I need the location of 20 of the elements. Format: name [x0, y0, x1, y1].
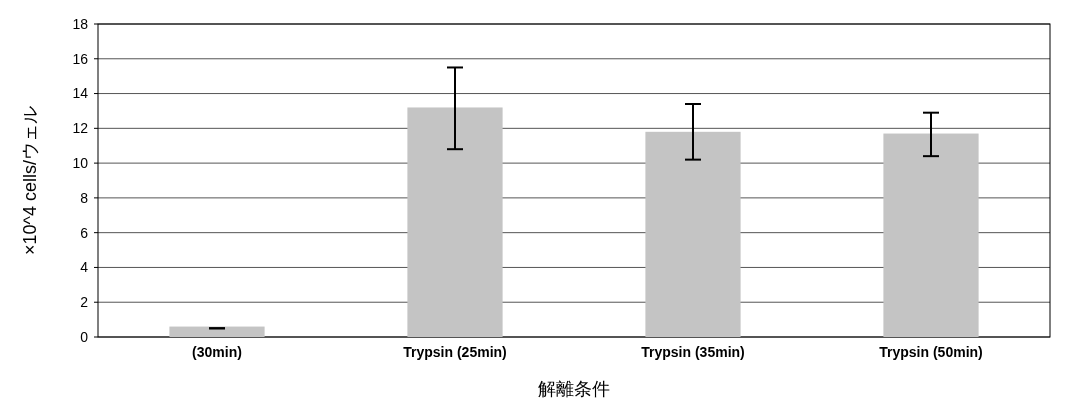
x-axis-title: 解離条件	[538, 379, 610, 399]
y-tick-label: 10	[72, 155, 89, 172]
y-tick-label: 16	[72, 50, 89, 67]
y-tick-label: 8	[80, 189, 89, 206]
y-tick-label: 6	[80, 224, 89, 241]
x-tick-label: Trypsin (35min)	[641, 344, 745, 360]
y-tick-label: 2	[80, 294, 89, 311]
y-tick-label: 4	[80, 259, 89, 276]
y-tick-label: 18	[72, 15, 89, 32]
y-tick-label: 0	[80, 328, 89, 345]
y-tick-label: 12	[72, 120, 89, 137]
y-axis-title: ×10^4 cells/ウェル	[20, 105, 40, 256]
bar	[645, 131, 741, 337]
bar	[883, 133, 979, 337]
x-tick-label: Trypsin (50min)	[879, 344, 983, 360]
bar	[169, 326, 265, 337]
bar	[407, 107, 503, 337]
y-tick-label: 14	[72, 85, 89, 102]
x-tick-label: (30min)	[192, 344, 242, 360]
x-tick-label: Trypsin (25min)	[403, 344, 507, 360]
